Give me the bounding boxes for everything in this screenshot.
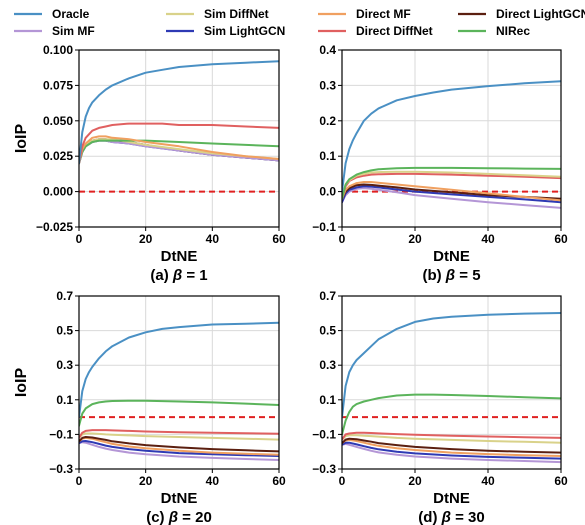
y-tick-label: −0.3 xyxy=(312,462,336,476)
y-tick-label: −0.1 xyxy=(49,427,73,441)
legend-label: Sim MF xyxy=(52,24,95,38)
legend-label: Sim LightGCN xyxy=(204,24,285,38)
x-tick-label: 40 xyxy=(481,232,495,246)
legend-entry: Direct MF xyxy=(318,7,411,21)
caption-variable: β xyxy=(168,509,178,525)
y-tick-label: 0.1 xyxy=(56,393,73,407)
y-tick-label: 0.2 xyxy=(319,114,336,128)
chart-panel: −0.025 0.000 0.025 0.050 0.075 0.100 0 20 40 60 Dt… xyxy=(13,43,286,284)
x-tick-label: 60 xyxy=(554,232,568,246)
x-tick-label: 20 xyxy=(408,232,422,246)
legend-label: Sim DiffNet xyxy=(204,7,269,21)
y-axis-label: IoIP xyxy=(13,124,30,154)
caption-prefix: (b) xyxy=(422,267,445,284)
legend-entry: Direct LightGCN xyxy=(458,7,585,21)
panel-caption: (b) β = 5 xyxy=(422,267,480,284)
x-tick-label: 20 xyxy=(408,474,422,488)
legend-entry: NIRec xyxy=(458,24,530,38)
series-group xyxy=(342,81,561,208)
x-tick-label: 60 xyxy=(272,474,286,488)
legend-label: Direct DiffNet xyxy=(356,24,433,38)
x-tick-label: 40 xyxy=(481,474,495,488)
x-tick-label: 20 xyxy=(139,232,153,246)
legend-label: NIRec xyxy=(496,24,530,38)
x-axis-label: DtNE xyxy=(433,248,470,265)
y-tick-label: 0.3 xyxy=(56,358,73,372)
series-line-nirec xyxy=(79,141,279,164)
caption-suffix: = 1 xyxy=(182,267,207,284)
legend-entry: Sim DiffNet xyxy=(166,7,269,21)
chart-panel: −0.1 0.0 0.1 0.2 0.3 0.4 0 20 40 60 DtNE (b) β = 5 xyxy=(312,43,568,284)
y-tick-label: 0.4 xyxy=(319,43,336,57)
x-axis-label: DtNE xyxy=(433,490,470,507)
panel-caption: (c) β = 20 xyxy=(146,509,212,525)
y-tick-label: 0.050 xyxy=(43,114,73,128)
y-tick-label: 0.5 xyxy=(56,324,73,338)
legend: Oracle Sim DiffNet Direct MF Direct LightGC… xyxy=(14,7,585,38)
legend-entry: Oracle xyxy=(14,7,90,21)
x-tick-label: 60 xyxy=(554,474,568,488)
y-tick-label: 0.075 xyxy=(43,78,73,92)
y-tick-label: −0.1 xyxy=(312,427,336,441)
y-tick-label: 0.3 xyxy=(319,358,336,372)
x-tick-label: 40 xyxy=(206,232,220,246)
y-tick-label: 0.7 xyxy=(56,289,73,303)
y-tick-label: 0.100 xyxy=(43,43,73,57)
x-tick-label: 0 xyxy=(76,232,83,246)
series-line-oracle xyxy=(79,61,279,163)
caption-variable: β xyxy=(445,267,455,284)
y-tick-label: 0.0 xyxy=(319,185,336,199)
y-tick-label: 0.1 xyxy=(319,149,336,163)
x-tick-label: 0 xyxy=(339,232,346,246)
x-tick-label: 60 xyxy=(272,232,286,246)
panel-caption: (d) β = 30 xyxy=(418,509,484,525)
panel-caption: (a) β = 1 xyxy=(150,267,207,284)
x-tick-label: 0 xyxy=(76,474,83,488)
caption-suffix: = 5 xyxy=(455,267,480,284)
y-tick-label: 0.1 xyxy=(319,393,336,407)
caption-variable: β xyxy=(172,267,182,284)
y-axis-label: IoIP xyxy=(13,368,30,398)
legend-label: Direct MF xyxy=(356,7,411,21)
x-axis-label: DtNE xyxy=(161,490,198,507)
y-tick-label: −0.1 xyxy=(312,220,336,234)
y-tick-label: 0.025 xyxy=(43,149,73,163)
y-tick-label: 0.7 xyxy=(319,289,336,303)
legend-label: Oracle xyxy=(52,7,90,21)
series-line-nirec xyxy=(79,401,279,426)
legend-label: Direct LightGCN xyxy=(496,7,585,21)
y-tick-label: 0.000 xyxy=(43,185,73,199)
caption-suffix: = 30 xyxy=(451,509,485,525)
legend-entry: Sim LightGCN xyxy=(166,24,285,38)
x-tick-label: 40 xyxy=(206,474,220,488)
series-line-sim-lightgcn xyxy=(79,141,279,164)
series-group xyxy=(79,61,279,163)
y-tick-label: −0.3 xyxy=(49,462,73,476)
caption-prefix: (a) xyxy=(150,267,173,284)
series-line-nirec xyxy=(342,395,561,435)
chart-panel: −0.3 −0.1 0.1 0.3 0.5 0.7 0 20 40 60 DtNE (d) β = 3… xyxy=(312,289,568,525)
series-line-sim-mf xyxy=(79,141,279,164)
x-tick-label: 20 xyxy=(139,474,153,488)
x-tick-label: 0 xyxy=(339,474,346,488)
legend-entry: Sim MF xyxy=(14,24,95,38)
x-axis-label: DtNE xyxy=(161,248,198,265)
caption-prefix: (d) xyxy=(418,509,441,525)
y-tick-label: 0.3 xyxy=(319,78,336,92)
series-group xyxy=(342,313,561,462)
y-tick-label: −0.025 xyxy=(36,220,73,234)
caption-prefix: (c) xyxy=(146,509,169,525)
caption-suffix: = 20 xyxy=(178,509,212,525)
caption-variable: β xyxy=(441,509,451,525)
legend-entry: Direct DiffNet xyxy=(318,24,433,38)
y-tick-label: 0.5 xyxy=(319,324,336,338)
series-group xyxy=(79,323,279,460)
chart-panel: −0.3 −0.1 0.1 0.3 0.5 0.7 0 20 40 60 DtNE IoIP (c) β… xyxy=(13,289,286,525)
